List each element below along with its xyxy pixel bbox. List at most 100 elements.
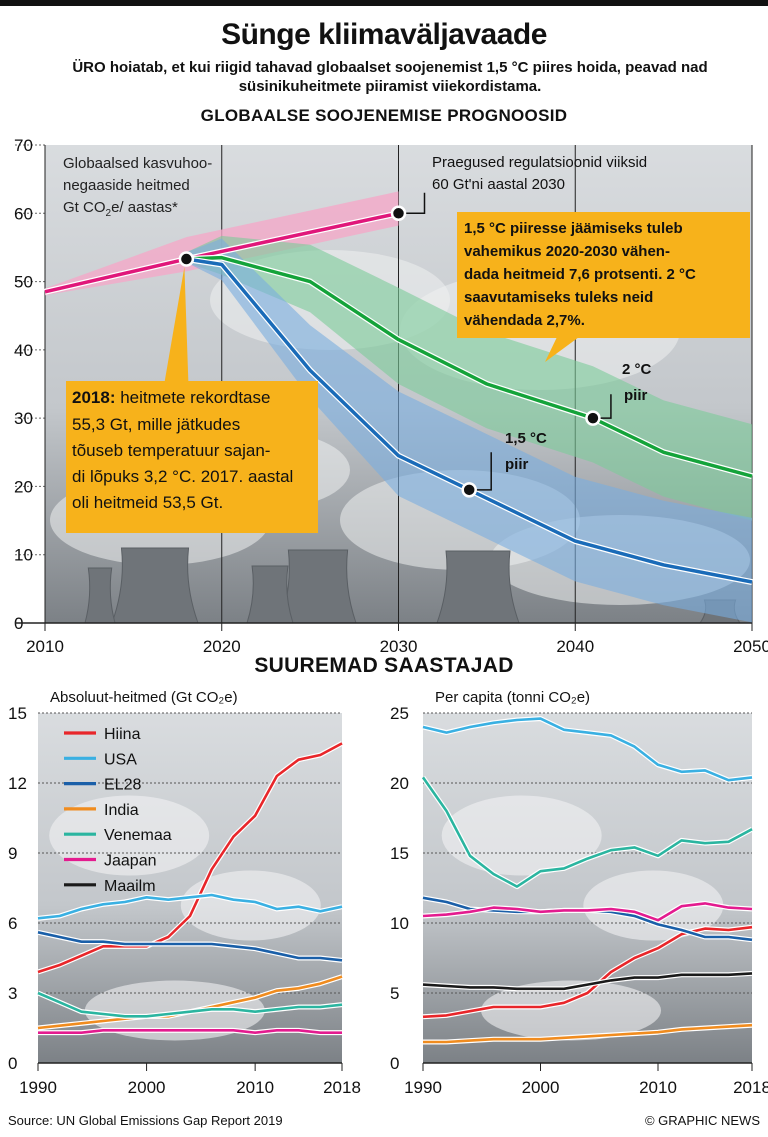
2018-callout-line: 55,3 Gt, mille jätkudes bbox=[72, 415, 240, 434]
cooling-tower bbox=[279, 549, 357, 624]
reduction-callout-line: vähendada 2,7%. bbox=[464, 312, 585, 329]
per-capita-chart-line-hiina bbox=[422, 925, 753, 1019]
absolute-chart-y-tick-label: 0 bbox=[8, 1054, 17, 1073]
y-axis-label-line: Globaalsed kasvuhoo- bbox=[63, 155, 212, 172]
absolute-chart-line-usa bbox=[37, 893, 343, 920]
1-5c-pathway-line bbox=[186, 257, 753, 584]
absolute-chart-line-venemaa bbox=[37, 991, 343, 1018]
per-capita-chart-y-tick-label: 15 bbox=[390, 844, 409, 863]
reduction-callout-pointer bbox=[545, 337, 579, 362]
subtitle-line-2: süsinikuheitmete piiramist viiekordistam… bbox=[238, 78, 542, 95]
per-capita-chart-x-tick-label: 1990 bbox=[404, 1078, 442, 1097]
y-tick-label: 20 bbox=[14, 477, 33, 496]
2018-callout-box bbox=[66, 381, 318, 533]
per-capita-chart-x-tick-label: 2000 bbox=[522, 1078, 560, 1097]
x-tick-label: 2020 bbox=[203, 637, 241, 656]
2018-callout-line: oli heitmeid 53,5 Gt. bbox=[72, 493, 223, 512]
cloud-decoration bbox=[441, 795, 602, 876]
y-tick-label: 10 bbox=[14, 546, 33, 565]
y-tick-label: 60 bbox=[14, 204, 33, 223]
per-capita-chart-x-tick-label: 2010 bbox=[639, 1078, 677, 1097]
page-subtitle: ÜRO hoiatab, et kui riigid tahavad globa… bbox=[40, 58, 740, 96]
absolute-chart-y-tick-label: 15 bbox=[8, 704, 27, 723]
1-5c-limit-marker bbox=[461, 482, 477, 498]
per-capita-chart-y-tick-label: 25 bbox=[390, 704, 409, 723]
x-tick-label: 2050 bbox=[733, 637, 768, 656]
y-tick-label: 30 bbox=[14, 409, 33, 428]
polluters-section-title: SUUREMAD SAASTAJAD bbox=[254, 654, 514, 677]
reduction-callout-line: 1,5 °C piiresse jäämiseks tuleb bbox=[464, 220, 683, 237]
x-tick-label: 2010 bbox=[26, 637, 64, 656]
legend-label-el28: EL28 bbox=[104, 777, 141, 794]
y-tick-label: 70 bbox=[14, 136, 33, 155]
absolute-chart-title: Absoluut-heitmed (Gt CO₂e) bbox=[50, 689, 238, 706]
per-capita-chart-line-jaapan bbox=[422, 902, 753, 922]
per-capita-chart-line-india bbox=[423, 1023, 753, 1044]
cloud-decoration bbox=[84, 980, 265, 1041]
y-axis-label-line: Gt CO2e/ aastas* bbox=[63, 199, 178, 219]
per-capita-chart-line-usa bbox=[422, 717, 753, 782]
per-capita-chart-line-venemaa bbox=[421, 776, 753, 888]
cooling-tower bbox=[111, 547, 199, 624]
2018-callout-line: tõuseb temperatuur sajan- bbox=[72, 441, 270, 460]
2018-callout-line: 2018: heitmete rekordtase bbox=[72, 388, 270, 407]
per-capita-chart-line-maailm bbox=[422, 972, 753, 991]
current-policy-annotation: 60 Gt'ni aastal 2030 bbox=[432, 176, 565, 193]
reduction-callout-line: dada heitmeid 7,6 protsenti. 2 °C bbox=[464, 266, 696, 283]
2c-pathway-line bbox=[186, 255, 753, 478]
absolute-chart-x-tick-label: 2000 bbox=[128, 1078, 166, 1097]
2018-callout-pointer bbox=[164, 267, 189, 383]
source-note: Source: UN Global Emissions Gap Report 2… bbox=[8, 1113, 283, 1128]
2c-limit-label: piir bbox=[624, 387, 647, 404]
2018-callout-line: di lõpuks 3,2 °C. 2017. aastal bbox=[72, 467, 293, 486]
legend-label-venemaa: Venemaa bbox=[104, 827, 172, 844]
y-tick-label: 40 bbox=[14, 341, 33, 360]
1-5c-limit-label: piir bbox=[505, 456, 528, 473]
legend-label-india: India bbox=[104, 802, 139, 819]
legend-label-maailm: Maailm bbox=[104, 878, 156, 895]
reduction-callout-box bbox=[457, 212, 750, 338]
projection-chart-title: GLOBAALSE SOOJENEMISE PROGNOOSID bbox=[200, 106, 568, 125]
cooling-tower bbox=[436, 550, 520, 624]
credit-note: © GRAPHIC NEWS bbox=[644, 1113, 760, 1128]
current-policy-annotation: Praegused regulatsioonid viiksid bbox=[432, 154, 647, 171]
legend-label-hiina: Hiina bbox=[104, 726, 141, 743]
current-policy-leader bbox=[398, 192, 426, 215]
1-5c-pathway-band bbox=[186, 238, 752, 623]
top-rule bbox=[0, 0, 768, 6]
x-tick-label: 2030 bbox=[380, 637, 418, 656]
2c-limit-label: 2 °C bbox=[622, 361, 652, 378]
per-capita-chart-y-tick-label: 10 bbox=[390, 914, 409, 933]
2018-record-marker bbox=[178, 251, 195, 267]
cooling-tower bbox=[84, 567, 116, 624]
per-capita-chart-y-tick-label: 5 bbox=[390, 984, 399, 1003]
y-tick-label: 50 bbox=[14, 273, 33, 292]
absolute-chart-line-jaapan bbox=[38, 1029, 342, 1034]
current-policy-2030-marker bbox=[390, 205, 407, 222]
cooling-tower bbox=[246, 565, 294, 624]
legend-label-jaapan: Jaapan bbox=[104, 853, 157, 870]
cloud-decoration bbox=[481, 980, 662, 1041]
1-5c-limit-label: 1,5 °C bbox=[505, 430, 547, 447]
absolute-chart-x-tick-label: 1990 bbox=[19, 1078, 57, 1097]
absolute-chart-y-tick-label: 12 bbox=[8, 774, 27, 793]
absolute-chart-x-tick-label: 2010 bbox=[236, 1078, 274, 1097]
reduction-callout-line: saavutamiseks tuleks neid bbox=[464, 289, 653, 306]
cloud-decoration bbox=[49, 795, 210, 876]
per-capita-chart-x-tick-label: 2018 bbox=[733, 1078, 768, 1097]
page-title: Sünge kliimaväljavaade bbox=[221, 18, 547, 51]
absolute-chart-y-tick-label: 6 bbox=[8, 914, 17, 933]
legend-label-usa: USA bbox=[104, 751, 137, 768]
subtitle-line-1: ÜRO hoiatab, et kui riigid tahavad globa… bbox=[72, 59, 708, 76]
x-tick-label: 2040 bbox=[556, 637, 594, 656]
2c-limit-marker bbox=[585, 410, 601, 426]
absolute-chart-y-tick-label: 9 bbox=[8, 844, 17, 863]
absolute-chart-line-hiina bbox=[37, 742, 343, 974]
absolute-chart-x-tick-label: 2018 bbox=[323, 1078, 361, 1097]
y-axis-label-line: negaaside heitmed bbox=[63, 177, 190, 194]
reduction-callout-line: vahemikus 2020-2030 vähen- bbox=[464, 243, 670, 260]
per-capita-chart-title: Per capita (tonni CO₂e) bbox=[435, 689, 590, 706]
absolute-chart-line-el28 bbox=[37, 931, 343, 962]
per-capita-chart-y-tick-label: 0 bbox=[390, 1054, 399, 1073]
